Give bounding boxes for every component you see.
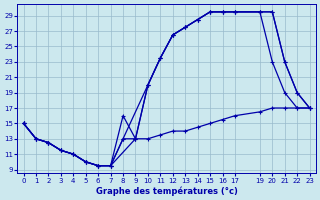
X-axis label: Graphe des températures (°c): Graphe des températures (°c)	[96, 186, 237, 196]
